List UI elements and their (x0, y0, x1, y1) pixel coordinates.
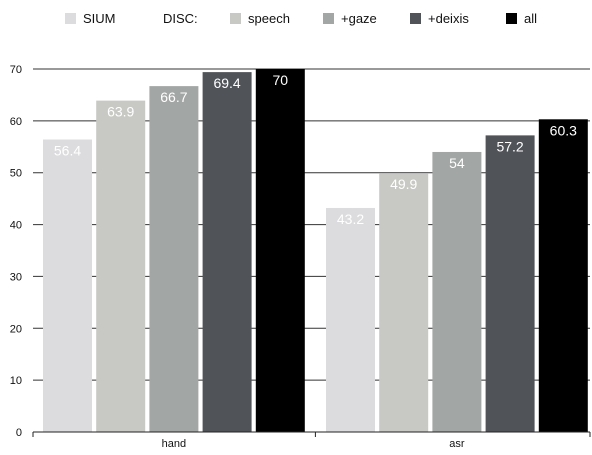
legend-entry: all (524, 11, 537, 26)
y-tick-label: 10 (10, 375, 22, 387)
bar (485, 135, 535, 432)
legend-entry: speech (248, 11, 290, 26)
y-tick-label: 30 (10, 271, 22, 283)
y-tick-label: 60 (10, 116, 22, 128)
data-label: 69.4 (213, 75, 240, 91)
bars: 56.4 43.2 63.9 49.9 66.7 54 69.4 57.2 70 60.3 (43, 69, 588, 433)
bar (379, 173, 429, 433)
data-label: 60.3 (550, 122, 577, 138)
y-tick-label: 40 (10, 220, 22, 232)
data-label: 56.4 (54, 143, 81, 159)
legend-swatch (506, 13, 517, 24)
data-label: 49.9 (390, 176, 417, 192)
legend: SIUM DISC: speech +gaze +deixis all (65, 11, 537, 26)
bar (149, 86, 199, 432)
legend-entry: +gaze (341, 11, 377, 26)
category-label: asr (449, 438, 465, 450)
category-label: hand (162, 438, 186, 450)
data-label: 66.7 (160, 89, 187, 105)
y-tick-label: 50 (10, 168, 22, 180)
data-label: 54 (449, 155, 465, 171)
data-label: 43.2 (337, 211, 364, 227)
legend-swatch (230, 13, 241, 24)
legend-swatch (410, 13, 421, 24)
legend-swatch (65, 13, 76, 24)
legend-entry: SIUM (83, 11, 116, 26)
bar (538, 119, 588, 433)
bar (432, 151, 482, 432)
data-label: 57.2 (496, 138, 523, 154)
bar (96, 100, 146, 432)
bar (202, 72, 252, 433)
bar (255, 69, 305, 432)
legend-swatch (323, 13, 334, 24)
y-tick-label: 20 (10, 323, 22, 335)
data-label: 63.9 (107, 104, 134, 120)
y-tick-label: 70 (10, 64, 22, 76)
data-label: 70 (273, 72, 289, 88)
axes: 0 10 20 30 40 50 60 70 hand asr (10, 64, 591, 450)
legend-entry: +deixis (428, 11, 469, 26)
bar (326, 207, 375, 432)
y-tick-label: 0 (16, 427, 22, 439)
legend-group-label: DISC: (163, 11, 198, 26)
bar (43, 139, 92, 433)
